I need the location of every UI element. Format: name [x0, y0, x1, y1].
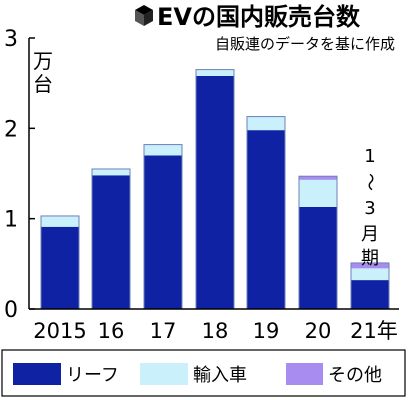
- bar-leaf-3: [196, 75, 234, 309]
- category-note-char-2: 3: [364, 198, 375, 219]
- legend-label-import: 輸入車: [193, 365, 247, 386]
- bar-other-5: [299, 176, 337, 180]
- legend-swatch-leaf: [13, 363, 61, 385]
- x-tick-label-6: 21年: [350, 319, 398, 343]
- legend: リーフ 輸入車 その他: [1, 349, 406, 397]
- y-unit-char-1: 万: [33, 49, 53, 73]
- cube-icon: [135, 5, 153, 26]
- x-tick-label-2: 17: [150, 319, 177, 343]
- bar-leaf-4: [247, 130, 285, 309]
- bar-import-6: [351, 268, 389, 281]
- x-tick-label-0: 2015: [33, 319, 86, 343]
- bar-import-5: [299, 179, 337, 207]
- bar-import-1: [92, 168, 130, 176]
- y-tick-label-2: 2: [4, 117, 18, 142]
- y-tick-label-0: 0: [4, 298, 18, 323]
- bar-import-0: [41, 215, 79, 227]
- x-tick-label-1: 16: [98, 319, 125, 343]
- bar-leaf-2: [144, 155, 182, 309]
- legend-box: [1, 349, 406, 397]
- bar-import-2: [144, 144, 182, 156]
- legend-swatch-other: [286, 363, 323, 385]
- bar-import-3: [196, 69, 234, 76]
- legend-swatch-import: [140, 363, 188, 385]
- y-tick-label-3: 3: [4, 27, 18, 52]
- bar-import-4: [247, 116, 285, 131]
- bar-leaf-0: [41, 226, 79, 309]
- chart-subtitle: 自販連のデータを基に作成: [215, 35, 395, 53]
- legend-label-other: その他: [328, 365, 382, 386]
- category-note-char-1: 〜: [359, 173, 380, 191]
- x-tick-label-4: 19: [253, 319, 280, 343]
- bar-leaf-5: [299, 206, 337, 309]
- category-note-char-0: 1: [364, 146, 375, 167]
- x-tick-label-3: 18: [202, 319, 229, 343]
- bar-leaf-1: [92, 175, 130, 309]
- category-note-char-4: 期: [361, 248, 379, 269]
- bar-leaf-6: [351, 280, 389, 309]
- chart-title: EVの国内販売台数: [157, 3, 361, 31]
- x-tick-label-5: 20: [305, 319, 332, 343]
- bar-other-6: [351, 262, 389, 269]
- category-note-char-3: 月: [361, 224, 379, 245]
- y-tick-label-1: 1: [4, 208, 18, 233]
- legend-label-leaf: リーフ: [66, 365, 119, 386]
- y-unit-char-2: 台: [33, 72, 53, 96]
